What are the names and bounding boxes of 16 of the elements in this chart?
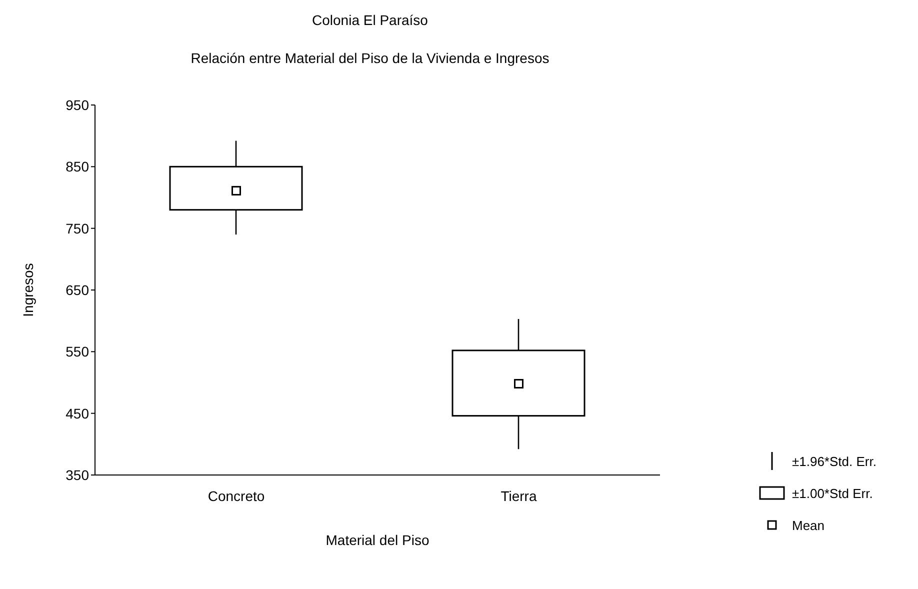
chart-subtitle: Relación entre Material del Piso de la Vivienda e Ingresos xyxy=(190,50,550,66)
x-axis-title: Material del Piso xyxy=(326,532,430,548)
y-tick-label: 850 xyxy=(66,158,90,175)
y-tick-label: 950 xyxy=(66,96,90,113)
chart-title: Colonia El Paraíso xyxy=(311,12,429,28)
y-tick-label: 750 xyxy=(66,220,90,236)
text: ±1.00*Std Err. xyxy=(792,486,873,500)
text: Mean xyxy=(792,518,825,532)
y-tick-label: 550 xyxy=(66,344,90,360)
x-tick-label: Concreto xyxy=(208,488,265,504)
y-tick-label: 350 xyxy=(66,466,90,483)
text: ±1.96*Std. Err. xyxy=(792,454,876,468)
y-axis-title: Ingresos xyxy=(20,263,36,317)
y-tick-label: 450 xyxy=(66,405,90,422)
y-tick-label: 650 xyxy=(66,282,90,298)
x-tick-label: Tierra xyxy=(500,488,537,504)
